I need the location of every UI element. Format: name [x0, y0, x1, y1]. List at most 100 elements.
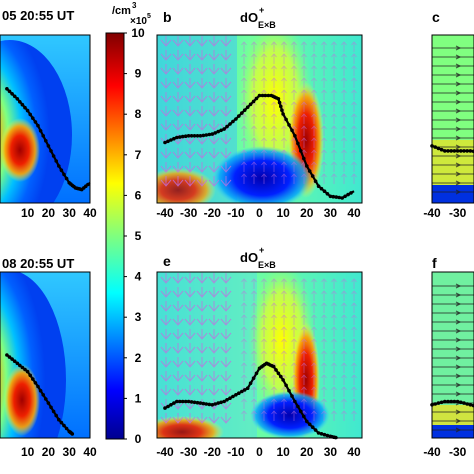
- panel-c-xtick-label: -40: [423, 206, 441, 220]
- vector-arrow: [184, 371, 196, 382]
- vector-arrow: [172, 329, 184, 340]
- vector-arrow: [172, 120, 184, 131]
- vector-arrow: [301, 125, 307, 136]
- vector-arrow: [220, 273, 232, 284]
- vector-arrow: [351, 77, 357, 88]
- panel-a-curve: [5, 87, 91, 192]
- panel-d-curve-marker: [70, 432, 75, 436]
- vector-arrow: [351, 125, 357, 136]
- panel-a-curve-marker: [64, 176, 69, 181]
- panel-e-curve-marker: [274, 368, 278, 372]
- vector-arrow: [208, 36, 220, 47]
- vector-arrow: [341, 137, 347, 148]
- vector-arrow: [208, 64, 220, 75]
- vector-arrow: [351, 338, 357, 349]
- vector-arrow: [220, 148, 232, 159]
- panel-e-curve-marker: [225, 398, 229, 402]
- vector-arrow: [208, 287, 220, 298]
- vector-arrow: [331, 326, 337, 337]
- panel-c-curve-marker: [452, 149, 457, 153]
- vector-arrow: [456, 339, 474, 341]
- vector-arrow: [251, 410, 257, 421]
- vector-arrow: [184, 273, 196, 284]
- vector-arrow: [184, 413, 196, 424]
- panel-d-curve-marker: [10, 357, 14, 361]
- panel-b-curve-marker: [279, 104, 283, 109]
- panel-a-curve-marker: [25, 108, 30, 113]
- vector-arrow: [321, 89, 327, 100]
- panel-d-xtick-label: 30: [63, 445, 77, 459]
- panel-e-curve-marker: [281, 378, 285, 382]
- vector-arrow: [351, 137, 357, 148]
- vector-arrow: [251, 338, 257, 349]
- panel-d-curve-marker: [54, 413, 58, 418]
- panel-b-curve-marker: [266, 93, 271, 98]
- vector-arrow: [241, 65, 247, 76]
- panel-e-title: dO + E×B: [240, 245, 276, 270]
- vector-arrow: [261, 137, 267, 148]
- vector-arrow: [351, 326, 357, 337]
- panel-b-curve-marker: [276, 97, 281, 101]
- vector-arrow: [220, 371, 232, 382]
- panel-b-curve-marker: [234, 117, 238, 121]
- vector-arrow: [196, 176, 208, 187]
- panel-c-arrow-field: [432, 45, 474, 195]
- panel-b-curve-marker: [228, 122, 232, 126]
- vector-arrow: [321, 386, 327, 397]
- vector-arrow: [208, 357, 220, 368]
- vector-arrow: [160, 50, 172, 61]
- panel-e-left-region: [157, 272, 257, 438]
- vector-arrow: [281, 398, 287, 409]
- vector-arrow: [271, 302, 277, 313]
- vector-arrow: [261, 410, 267, 421]
- panel-f-curve: [430, 399, 474, 408]
- colorbar-scale-label: ×10: [130, 16, 147, 27]
- vector-arrow: [160, 120, 172, 131]
- panel-e-curve-marker: [172, 401, 176, 405]
- vector-arrow: [241, 326, 247, 337]
- vector-arrow: [311, 350, 317, 361]
- vector-arrow: [301, 77, 307, 88]
- vector-arrow: [456, 101, 474, 103]
- vector-arrow: [291, 374, 297, 385]
- vector-arrow: [251, 113, 257, 124]
- vector-arrow: [456, 47, 474, 49]
- vector-arrow: [351, 362, 357, 373]
- panel-c-curve-marker: [465, 149, 470, 153]
- vector-arrow: [351, 410, 357, 421]
- vector-arrow: [196, 287, 208, 298]
- vector-arrow: [184, 176, 196, 187]
- vector-arrow: [196, 148, 208, 159]
- panel-b-curve-marker: [281, 112, 285, 116]
- panel-b-curve-marker: [248, 102, 253, 107]
- vector-arrow: [251, 65, 257, 76]
- vector-arrow: [351, 149, 357, 160]
- panel-b-xtick-label: 30: [324, 206, 338, 220]
- vector-arrow: [301, 350, 307, 361]
- vector-arrow: [281, 302, 287, 313]
- vector-arrow: [196, 120, 208, 131]
- panel-d-curve-marker: [36, 384, 40, 389]
- vector-arrow: [261, 326, 267, 337]
- vector-arrow: [341, 374, 347, 385]
- panel-e-xtick-label: 40: [347, 445, 361, 459]
- vector-arrow: [184, 357, 196, 368]
- vector-arrow: [271, 77, 277, 88]
- vector-arrow: [261, 338, 267, 349]
- vector-arrow: [251, 77, 257, 88]
- vector-arrow: [291, 326, 297, 337]
- panel-b-curve-marker: [204, 133, 209, 137]
- vector-arrow: [301, 173, 307, 184]
- vector-arrow: [456, 164, 474, 166]
- panel-b: [157, 35, 362, 203]
- panel-e-curve-marker: [234, 393, 238, 397]
- vector-arrow: [331, 77, 337, 88]
- panel-e-curve-marker: [189, 400, 194, 404]
- panel-e-curve-marker: [216, 401, 220, 405]
- vector-arrow: [160, 301, 172, 312]
- panel-c-curve-marker: [459, 149, 463, 153]
- panel-e-curve-marker: [302, 414, 306, 419]
- panel-b-xtick-label: -40: [156, 206, 174, 220]
- vector-arrow: [456, 173, 474, 175]
- panel-e-curve-marker: [240, 389, 244, 394]
